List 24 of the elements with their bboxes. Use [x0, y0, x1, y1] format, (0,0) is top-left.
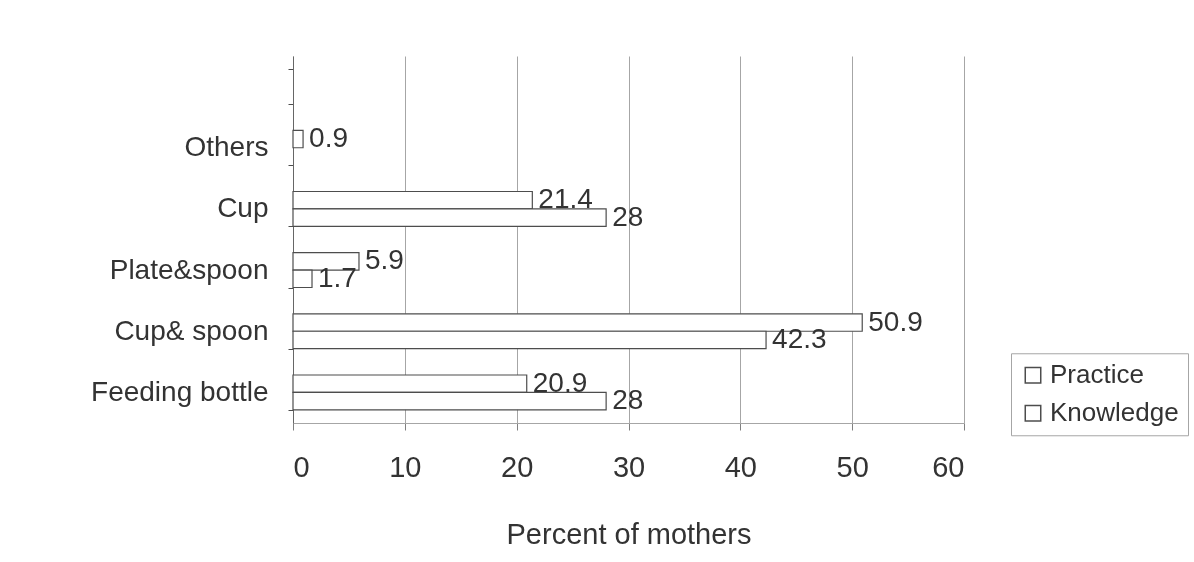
y-tick-label: Cup	[217, 192, 269, 224]
data-label: 1.7	[318, 261, 357, 293]
x-tick-label: 60	[932, 450, 965, 483]
y-tick-label: Others	[184, 131, 269, 163]
x-tick-label: 0	[293, 450, 310, 483]
data-label: 0.9	[309, 122, 348, 154]
x-tick-label: 40	[724, 450, 757, 483]
x-tick-label: 10	[389, 450, 422, 483]
x-tick-label: 30	[612, 450, 646, 483]
data-label: 21.4	[538, 183, 593, 215]
data-label: 20.9	[532, 366, 588, 398]
x-tick-label: 50	[836, 450, 869, 483]
data-label: 50.9	[868, 305, 923, 337]
legend-label: Knowledge	[1050, 397, 1179, 428]
y-tick-label: Cup& spoon	[114, 314, 269, 346]
x-tick-label: 20	[501, 450, 534, 483]
data-label: 42.3	[772, 322, 827, 354]
y-tick-label: Feeding bottle	[91, 375, 269, 407]
data-label: 28	[612, 200, 644, 232]
data-label: 5.9	[364, 244, 404, 276]
data-label: 28	[612, 384, 644, 416]
x-axis-title: Percent of mothers	[506, 517, 752, 550]
legend-label: Practice	[1050, 359, 1144, 390]
y-tick-label: Plate&spoon	[109, 253, 269, 285]
